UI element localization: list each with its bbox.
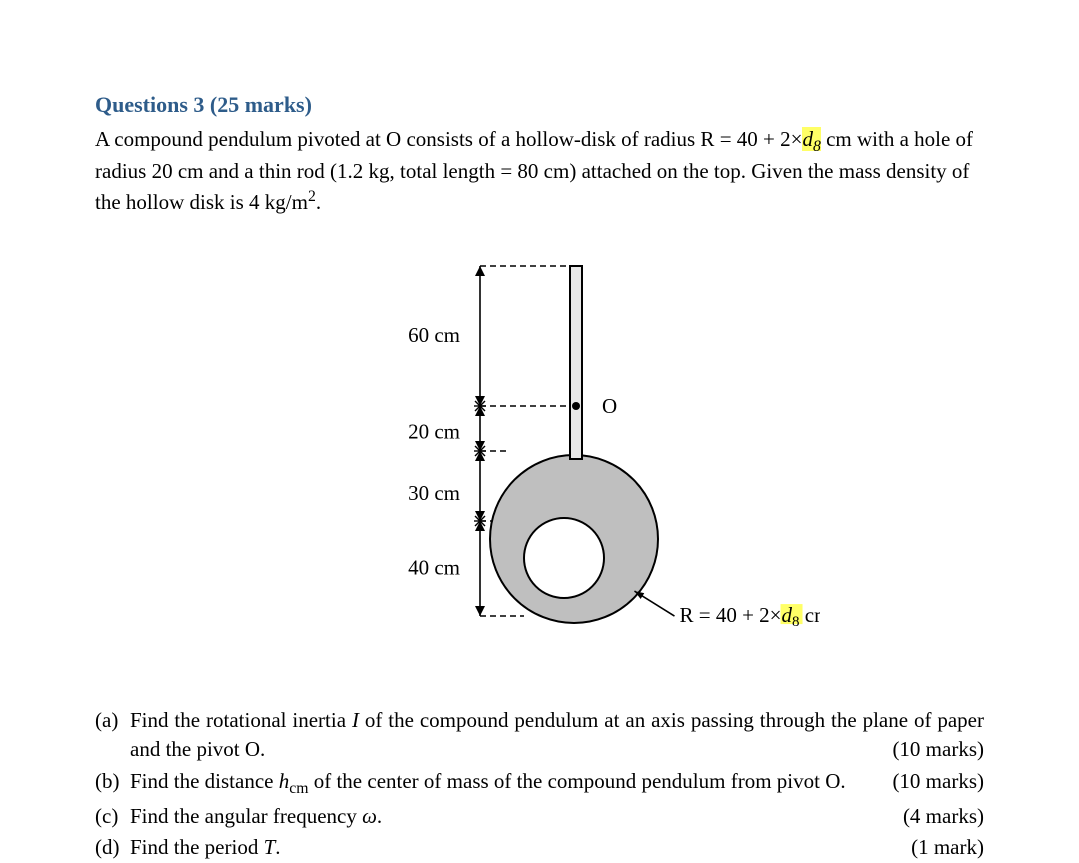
- part-b-label: (b): [95, 767, 130, 800]
- part-a-body: Find the rotational inertia I of the com…: [130, 706, 984, 765]
- part-b: (b) Find the distance hcm of the center …: [95, 767, 984, 800]
- part-a-marks: (10 marks): [882, 735, 984, 764]
- question-parts: (a) Find the rotational inertia I of the…: [95, 706, 984, 863]
- part-d-text2: .: [275, 835, 280, 859]
- part-c-omega: ω: [362, 804, 377, 828]
- svg-text:O: O: [602, 394, 617, 418]
- intro-pre: A compound pendulum pivoted at O consist…: [95, 127, 802, 151]
- question-heading: Questions 3 (25 marks): [95, 90, 984, 121]
- part-b-marks: (10 marks): [882, 767, 984, 800]
- part-c-label: (c): [95, 802, 130, 831]
- highlight-d8-1: d8: [802, 127, 820, 151]
- part-b-body: Find the distance hcm of the center of m…: [130, 767, 984, 800]
- part-b-text: Find the distance hcm of the center of m…: [130, 767, 882, 800]
- pendulum-diagram: O 60 cm 20 cm 30 cm 40 cm R = 40 + 2×d8 cm: [260, 246, 820, 666]
- svg-text:R = 40 + 2×d8 cm: R = 40 + 2×d8 cm: [679, 603, 820, 630]
- intro-sup: 2: [308, 188, 316, 205]
- part-d-label: (d): [95, 833, 130, 862]
- part-b-text2: of the center of mass of the compound pe…: [308, 769, 845, 793]
- part-a-I: I: [352, 708, 359, 732]
- part-d: (d) Find the period T. (1 mark): [95, 833, 984, 862]
- part-c: (c) Find the angular frequency ω. (4 mar…: [95, 802, 984, 831]
- part-c-text2: .: [377, 804, 382, 828]
- part-d-text: Find the period T.: [130, 833, 901, 862]
- svg-text:60 cm: 60 cm: [408, 323, 460, 347]
- part-d-T: T: [264, 835, 276, 859]
- part-b-h: h: [279, 769, 290, 793]
- part-a-text1: Find the rotational inertia: [130, 708, 352, 732]
- part-c-body: Find the angular frequency ω. (4 marks): [130, 802, 984, 831]
- part-c-text: Find the angular frequency ω.: [130, 802, 893, 831]
- svg-text:20 cm: 20 cm: [408, 419, 460, 443]
- d8-d: d: [802, 127, 813, 151]
- svg-text:30 cm: 30 cm: [408, 481, 460, 505]
- intro-end: .: [316, 190, 321, 214]
- part-d-body: Find the period T. (1 mark): [130, 833, 984, 862]
- svg-text:40 cm: 40 cm: [408, 555, 460, 579]
- diagram-container: O 60 cm 20 cm 30 cm 40 cm R = 40 + 2×d8 cm: [95, 246, 984, 666]
- intro-paragraph: A compound pendulum pivoted at O consist…: [95, 125, 984, 216]
- part-d-marks: (1 mark): [901, 833, 984, 862]
- part-c-text1: Find the angular frequency: [130, 804, 362, 828]
- part-b-text1: Find the distance: [130, 769, 279, 793]
- d8-sub: 8: [813, 138, 821, 155]
- part-b-hsub: cm: [289, 780, 308, 797]
- part-a: (a) Find the rotational inertia I of the…: [95, 706, 984, 765]
- part-d-text1: Find the period: [130, 835, 264, 859]
- part-a-label: (a): [95, 706, 130, 765]
- part-c-marks: (4 marks): [893, 802, 984, 831]
